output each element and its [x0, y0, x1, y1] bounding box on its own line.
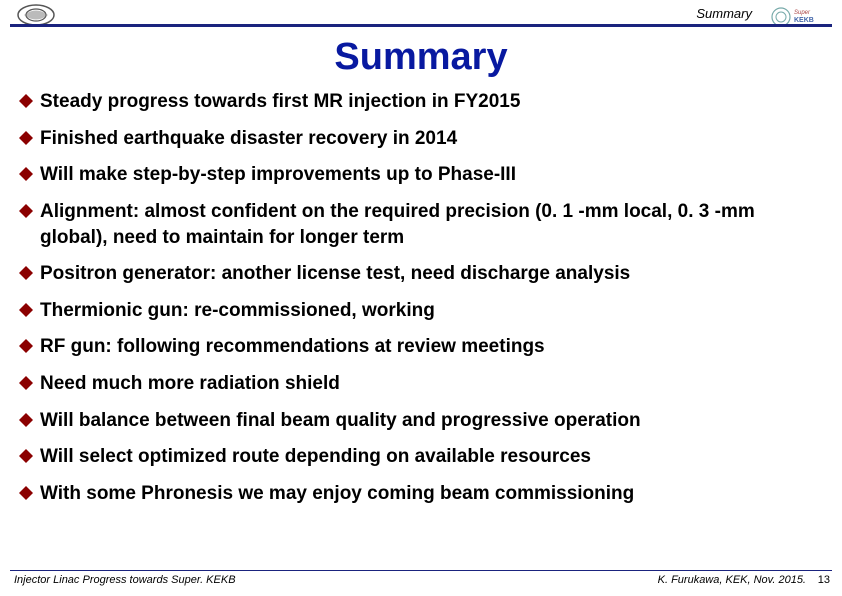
diamond-bullet-icon — [18, 166, 34, 182]
diamond-bullet-icon — [18, 203, 34, 219]
bullet-text: Will select optimized route depending on… — [40, 444, 591, 470]
bullet-item: Will select optimized route depending on… — [18, 444, 824, 470]
diamond-bullet-icon — [18, 265, 34, 281]
bullet-text: Steady progress towards first MR injecti… — [40, 89, 520, 115]
bullet-item: Alignment: almost confident on the requi… — [18, 199, 824, 250]
diamond-bullet-icon — [18, 412, 34, 428]
header-section-label: Summary — [696, 6, 752, 21]
diamond-bullet-icon — [18, 338, 34, 354]
bullet-text: Alignment: almost confident on the requi… — [40, 199, 824, 250]
bullet-text: Need much more radiation shield — [40, 371, 340, 397]
bullet-item: Steady progress towards first MR injecti… — [18, 89, 824, 115]
footer-right-text: K. Furukawa, KEK, Nov. 2015. — [658, 574, 806, 586]
footer-left-text: Injector Linac Progress towards Super. K… — [14, 574, 236, 586]
diamond-bullet-icon — [18, 130, 34, 146]
bullet-item: Thermionic gun: re-commissioned, working — [18, 298, 824, 324]
bullet-item: Will balance between final beam quality … — [18, 408, 824, 434]
svg-text:Super: Super — [794, 10, 811, 16]
svg-text:KEKB: KEKB — [794, 17, 814, 24]
slide-title: Summary — [0, 36, 842, 79]
bullet-text: Finished earthquake disaster recovery in… — [40, 126, 457, 152]
diamond-bullet-icon — [18, 375, 34, 391]
bullet-item: Will make step-by-step improvements up t… — [18, 162, 824, 188]
footer-page-number: 13 — [818, 574, 830, 586]
bullet-item: Finished earthquake disaster recovery in… — [18, 126, 824, 152]
diamond-bullet-icon — [18, 93, 34, 109]
diamond-bullet-icon — [18, 302, 34, 318]
bullet-text: With some Phronesis we may enjoy coming … — [40, 481, 634, 507]
header-rule — [10, 24, 832, 27]
bullet-text: Positron generator: another license test… — [40, 261, 630, 287]
bullet-text: RF gun: following recommendations at rev… — [40, 334, 545, 360]
slide-header: Summary Super KEKB — [0, 0, 842, 30]
bullet-item: RF gun: following recommendations at rev… — [18, 334, 824, 360]
bullet-text: Will balance between final beam quality … — [40, 408, 641, 434]
bullet-item: With some Phronesis we may enjoy coming … — [18, 481, 824, 507]
slide-content: Steady progress towards first MR injecti… — [0, 89, 842, 507]
diamond-bullet-icon — [18, 485, 34, 501]
diamond-bullet-icon — [18, 448, 34, 464]
bullet-item: Need much more radiation shield — [18, 371, 824, 397]
bullet-text: Thermionic gun: re-commissioned, working — [40, 298, 435, 324]
bullet-text: Will make step-by-step improvements up t… — [40, 162, 516, 188]
slide-footer: Injector Linac Progress towards Super. K… — [0, 570, 842, 590]
bullet-item: Positron generator: another license test… — [18, 261, 824, 287]
footer-rule — [10, 570, 832, 571]
